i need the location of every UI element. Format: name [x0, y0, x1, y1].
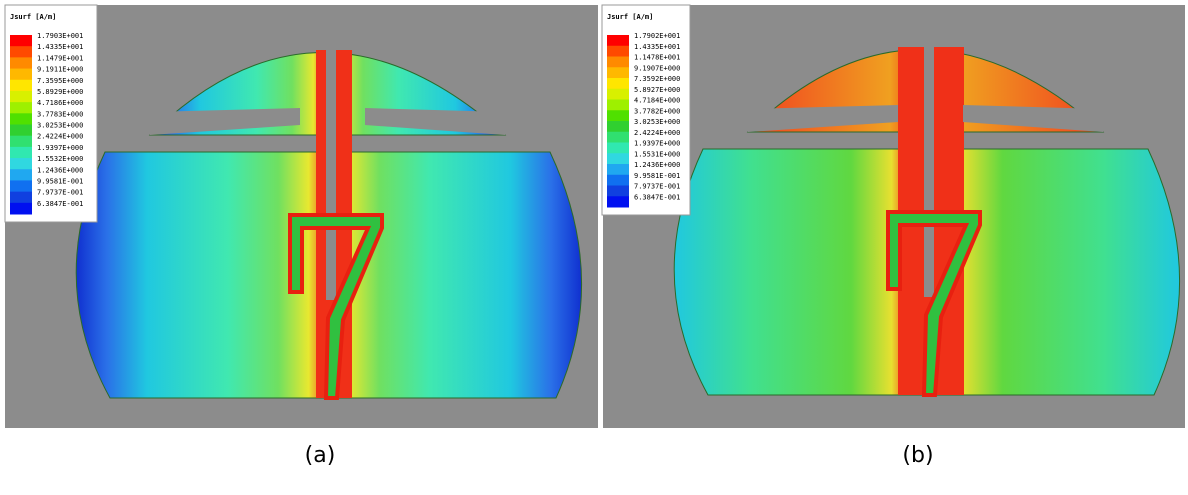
legend-swatch: [10, 135, 32, 148]
legend-swatch: [10, 191, 32, 204]
slot: [326, 50, 336, 300]
legend-value: 7.3595E+000: [37, 77, 83, 85]
legend-swatch: [10, 146, 32, 159]
legend-value: 1.2436E+000: [634, 161, 680, 169]
legend-swatch: [10, 124, 32, 137]
caption: (b): [902, 443, 933, 468]
legend-swatch: [10, 102, 32, 114]
legend-value: 7.9737E-001: [634, 183, 680, 191]
legend-value: 9.1911E+000: [37, 66, 83, 74]
legend-swatch: [10, 180, 32, 193]
legend-swatch: [607, 110, 629, 122]
legend-swatch: [10, 46, 32, 58]
feed: [886, 210, 982, 397]
slot: [963, 105, 1103, 132]
legend-swatch: [10, 169, 32, 181]
legend-value: 2.4224E+000: [37, 133, 83, 141]
antenna: [673, 47, 1181, 397]
legend-value: 1.4335E+001: [634, 43, 680, 51]
legend-swatch: [607, 174, 629, 186]
slot: [365, 108, 505, 135]
legend-swatch: [607, 67, 629, 79]
legend-value: 1.7902E+001: [634, 32, 680, 40]
legend-swatch: [607, 45, 629, 57]
legend-swatch: [607, 99, 629, 111]
legends: Jsurf [A/m] 1.7903E+001 1.4335E+001 1.1479E…: [4, 4, 691, 223]
slot: [924, 47, 934, 297]
legend-value: 6.3847E-001: [634, 193, 680, 201]
legend-value: 3.0253E+000: [634, 118, 680, 126]
legend-value: 4.7186E+000: [37, 99, 83, 107]
legend-swatch: [607, 153, 629, 165]
legend-swatch: [10, 158, 32, 170]
legend-value: 1.4335E+001: [37, 43, 83, 51]
legend-value: 9.9581E-001: [37, 177, 83, 185]
legend-value: 3.7783E+000: [37, 110, 83, 118]
slot: [150, 108, 300, 135]
legend-value: 1.1479E+001: [37, 54, 83, 62]
legend-value: 7.9737E-001: [37, 189, 83, 197]
legend-swatch: [607, 88, 629, 100]
legend-value: 9.9581E-001: [634, 172, 680, 180]
legend-swatch: [607, 164, 629, 176]
legend-swatch: [607, 142, 629, 154]
legend-value: 5.8929E+000: [37, 88, 83, 96]
legend-value: 1.5532E+000: [37, 155, 83, 163]
legend-swatch: [607, 121, 629, 133]
legend-swatch: [607, 56, 629, 68]
legend-swatch: [10, 35, 32, 47]
legend-value: 9.1907E+000: [634, 64, 680, 72]
legend-swatch: [607, 78, 629, 90]
legend-value: 1.2436E+000: [37, 166, 83, 174]
legend-value: 1.5531E+000: [634, 150, 680, 158]
legend-title: Jsurf [A/m]: [607, 13, 653, 21]
caption: (a): [305, 443, 336, 468]
legend-value: 1.9397E+000: [634, 140, 680, 148]
legend-value: 1.7903E+001: [37, 32, 83, 40]
legend-swatch: [10, 79, 32, 92]
legend-swatch: [10, 113, 32, 125]
slot: [748, 105, 898, 132]
legend-swatch: [10, 68, 32, 81]
legend-title: Jsurf [A/m]: [10, 13, 56, 21]
legend-value: 1.1478E+001: [634, 54, 680, 62]
feed: [288, 213, 384, 400]
legend-value: 2.4224E+000: [634, 129, 680, 137]
legend-value: 3.7782E+000: [634, 107, 680, 115]
legend-value: 1.9397E+000: [37, 144, 83, 152]
legend-value: 7.3592E+000: [634, 75, 680, 83]
legend-swatch: [607, 131, 629, 143]
antenna: [75, 50, 583, 400]
legend-swatch: [607, 35, 629, 47]
legend-value: 3.0253E+000: [37, 122, 83, 130]
legend-value: 4.7184E+000: [634, 97, 680, 105]
legend-swatch: [607, 196, 629, 208]
legend-swatch: [607, 185, 629, 197]
legend-swatch: [10, 57, 32, 70]
legend-swatch: [10, 90, 32, 103]
legend-value: 6.3847E-001: [37, 200, 83, 208]
legend-swatch: [10, 202, 32, 215]
legend-value: 5.8927E+000: [634, 86, 680, 94]
